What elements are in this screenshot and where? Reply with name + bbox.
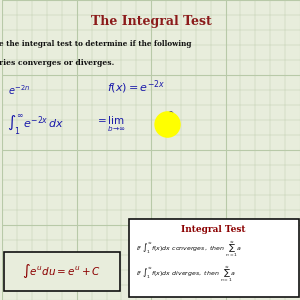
Text: $\int$: $\int$: [160, 110, 175, 140]
Text: $\int_{1}^{\infty} e^{-2x}\,dx$: $\int_{1}^{\infty} e^{-2x}\,dx$: [7, 112, 64, 136]
Text: ries converges or diverges.: ries converges or diverges.: [0, 59, 115, 67]
Text: $If\ \int_{1}^{\infty} f(x)dx\ converges,\ then\ \sum_{n=1}^{\infty} a$: $If\ \int_{1}^{\infty} f(x)dx\ converges…: [136, 239, 242, 259]
Text: $\int e^u du = e^u + C$: $\int e^u du = e^u + C$: [22, 262, 101, 280]
Text: $If\ \int_{1}^{\infty} f(x)dx\ diverges,\ then\ \sum_{n=1}^{\infty} a$: $If\ \int_{1}^{\infty} f(x)dx\ diverges,…: [136, 265, 237, 284]
FancyBboxPatch shape: [4, 252, 120, 291]
Text: e the integral test to determine if the following: e the integral test to determine if the …: [0, 40, 192, 47]
Text: $= \lim_{b \to \infty}$: $= \lim_{b \to \infty}$: [94, 115, 125, 134]
FancyBboxPatch shape: [129, 219, 298, 297]
Circle shape: [155, 112, 180, 137]
Text: $f(x) = e^{-2x}$: $f(x) = e^{-2x}$: [106, 78, 165, 96]
Text: $e^{-2n}$: $e^{-2n}$: [8, 83, 31, 97]
Text: The Integral Test: The Integral Test: [91, 14, 212, 28]
Text: Integral Test: Integral Test: [182, 225, 246, 234]
